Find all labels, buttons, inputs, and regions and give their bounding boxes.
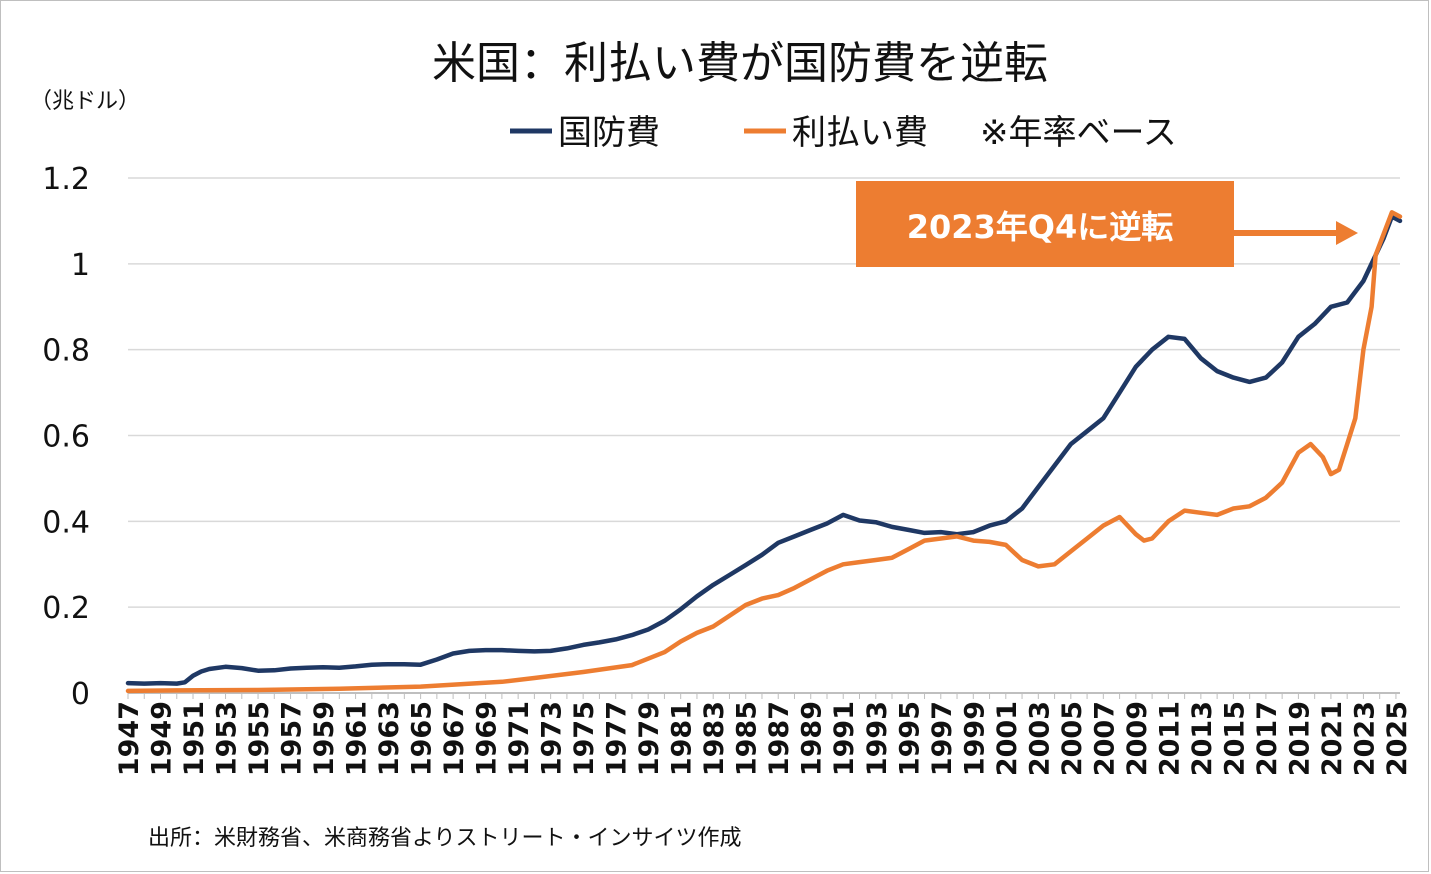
x-tick-label: 1967 — [439, 701, 470, 776]
x-tick-label: 1971 — [504, 701, 535, 776]
annotation-text: 2023年Q4に逆転 — [907, 208, 1174, 246]
y-tick-label: 1 — [71, 248, 90, 283]
x-tick-label: 1965 — [407, 701, 438, 776]
x-tick-label: 2001 — [992, 701, 1023, 776]
x-tick-label: 1995 — [894, 701, 925, 776]
x-tick-label: 2025 — [1382, 701, 1413, 776]
x-tick-label: 1957 — [277, 701, 308, 776]
legend-label-interest: 利払い費 — [792, 113, 928, 153]
y-tick-label: 1.2 — [42, 162, 90, 197]
y-tick-label: 0.8 — [42, 334, 90, 369]
x-axis: 1947 1949 1951 1953 1955 1957 1959 1961 1963 1965… — [114, 692, 1413, 776]
x-tick-label: 1987 — [764, 701, 795, 776]
x-tick-label: 2003 — [1024, 701, 1055, 776]
x-tick-label: 1999 — [959, 701, 990, 776]
x-tick-label: 1979 — [634, 701, 665, 776]
x-tick-label: 2021 — [1317, 701, 1348, 776]
x-tick-label: 2023 — [1349, 701, 1380, 776]
x-tick-label: 1983 — [699, 701, 730, 776]
x-tick-label: 2009 — [1122, 701, 1153, 776]
x-tick-label: 1951 — [179, 701, 210, 776]
x-tick-label: 2017 — [1252, 701, 1283, 776]
annotation-callout: 2023年Q4に逆転 — [856, 181, 1358, 267]
y-tick-label: 0.4 — [42, 505, 90, 540]
source-note: 出所：米財務省、米商務省よりストリート・インサイツ作成 — [148, 826, 742, 851]
x-tick-label: 1963 — [374, 701, 405, 776]
x-tick-label: 1959 — [309, 701, 340, 776]
x-tick-label: 1973 — [537, 701, 568, 776]
y-tick-label: 0.2 — [42, 591, 90, 626]
annotation-arrowhead — [1336, 221, 1358, 245]
x-tick-label: 1969 — [472, 701, 503, 776]
x-tick-label: 2007 — [1089, 701, 1120, 776]
x-tick-label: 1961 — [342, 701, 373, 776]
series-line-defense — [125, 214, 1403, 686]
x-tick-label: 1977 — [602, 701, 633, 776]
x-tick-label: 2011 — [1154, 701, 1185, 776]
series-line-interest — [125, 210, 1403, 694]
x-tick-label: 1997 — [927, 701, 958, 776]
annotation-box — [856, 181, 1234, 267]
y-tick-label: 0 — [71, 677, 90, 712]
x-tick-label: 1953 — [212, 701, 243, 776]
x-tick-label: 1991 — [829, 701, 860, 776]
x-tick-label: 2015 — [1219, 701, 1250, 776]
x-tick-label: 2005 — [1057, 701, 1088, 776]
legend-note: ※年率ベース — [980, 113, 1177, 153]
y-axis: 0 0.2 0.4 0.6 0.8 1 1.2 — [42, 162, 90, 712]
x-tick-label: 1985 — [732, 701, 763, 776]
x-tick-label: 2013 — [1187, 701, 1218, 776]
x-tick-label: 1981 — [667, 701, 698, 776]
chart-title: 米国：利払い費が国防費を逆転 — [432, 38, 1048, 89]
series-layer — [125, 210, 1403, 694]
x-tick-label: 1975 — [569, 701, 600, 776]
legend-label-defense: 国防費 — [558, 113, 660, 153]
x-tick-label: 2019 — [1284, 701, 1315, 776]
unit-label: （兆ドル） — [30, 89, 140, 114]
y-tick-label: 0.6 — [42, 420, 90, 455]
x-tick-label: 1993 — [862, 701, 893, 776]
x-tick-label: 1989 — [797, 701, 828, 776]
x-tick-label: 1955 — [244, 701, 275, 776]
legend: 国防費 利払い費 ※年率ベース — [510, 113, 1177, 153]
x-tick-label: 1949 — [147, 701, 178, 776]
gridlines — [128, 177, 1400, 608]
x-tick-label: 1947 — [114, 701, 145, 776]
